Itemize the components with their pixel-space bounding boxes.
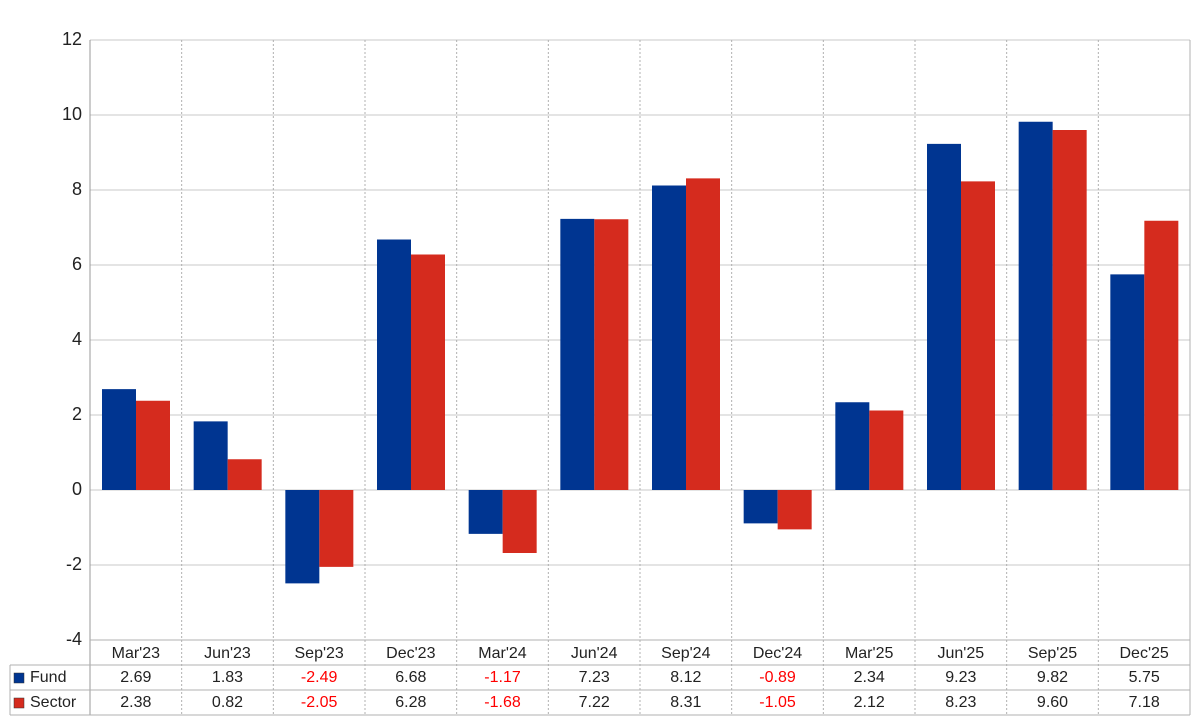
table-value: 2.38 — [120, 694, 151, 711]
legend-label: Sector — [30, 694, 77, 711]
bar — [377, 239, 411, 490]
bar — [1018, 121, 1053, 490]
table-value: 9.60 — [1037, 694, 1068, 711]
x-tick-label: Mar'24 — [478, 645, 527, 662]
bar — [411, 254, 445, 490]
table-value: -0.89 — [759, 669, 796, 686]
y-tick-label: 6 — [72, 254, 82, 274]
table-value: 8.23 — [945, 694, 976, 711]
table-value: -1.05 — [759, 694, 796, 711]
table-value: 9.23 — [945, 669, 976, 686]
bar — [227, 459, 262, 490]
y-tick-label: 8 — [72, 179, 82, 199]
bar — [560, 218, 595, 490]
table-value: 8.12 — [670, 669, 701, 686]
y-tick-label: 10 — [62, 104, 82, 124]
table-value: -1.17 — [484, 669, 521, 686]
legend-swatch — [13, 672, 25, 684]
table-value: -1.68 — [484, 694, 521, 711]
table-value: 2.69 — [120, 669, 151, 686]
y-tick-label: -2 — [66, 554, 82, 574]
y-tick-label: 0 — [72, 479, 82, 499]
bar — [285, 490, 320, 584]
y-tick-label: -4 — [66, 629, 82, 649]
table-value: 1.83 — [212, 669, 243, 686]
x-tick-label: Dec'25 — [1120, 645, 1169, 662]
table-value: 6.68 — [395, 669, 426, 686]
bar — [686, 178, 720, 490]
y-tick-label: 12 — [62, 29, 82, 49]
bar — [652, 185, 686, 490]
table-value: 0.82 — [212, 694, 243, 711]
x-tick-label: Mar'23 — [112, 645, 161, 662]
table-value: 6.28 — [395, 694, 426, 711]
table-value: 2.12 — [854, 694, 885, 711]
bar — [777, 490, 812, 530]
table-value: 7.23 — [579, 669, 610, 686]
y-tick-label: 2 — [72, 404, 82, 424]
bar — [1110, 274, 1145, 490]
x-tick-label: Sep'25 — [1028, 645, 1077, 662]
table-value: 5.75 — [1129, 669, 1160, 686]
table-value: 8.31 — [670, 694, 701, 711]
bar — [961, 181, 995, 490]
x-tick-label: Dec'24 — [753, 645, 802, 662]
bar — [468, 490, 503, 534]
legend-swatch — [13, 697, 25, 709]
table-value: -2.05 — [301, 694, 338, 711]
bar — [1144, 220, 1179, 490]
bar — [927, 143, 961, 490]
bar — [193, 421, 228, 490]
bar — [835, 402, 870, 490]
x-tick-label: Sep'23 — [295, 645, 344, 662]
x-tick-label: Jun'23 — [204, 645, 251, 662]
x-tick-label: Sep'24 — [661, 645, 710, 662]
table-value: -2.49 — [301, 669, 338, 686]
x-tick-label: Jun'24 — [571, 645, 618, 662]
bar — [743, 490, 778, 524]
table-value: 2.34 — [854, 669, 885, 686]
table-value: 7.18 — [1129, 694, 1160, 711]
bar — [502, 490, 537, 553]
table-value: 7.22 — [579, 694, 610, 711]
x-tick-label: Mar'25 — [845, 645, 894, 662]
bar — [1052, 130, 1087, 490]
bar — [319, 490, 354, 567]
legend-label: Fund — [30, 669, 66, 686]
x-tick-label: Dec'23 — [386, 645, 435, 662]
bar — [594, 219, 629, 490]
y-tick-label: 4 — [72, 329, 82, 349]
table-value: 9.82 — [1037, 669, 1068, 686]
x-tick-label: Jun'25 — [938, 645, 985, 662]
bar — [102, 389, 136, 490]
bar — [869, 410, 904, 490]
bar — [136, 400, 170, 490]
